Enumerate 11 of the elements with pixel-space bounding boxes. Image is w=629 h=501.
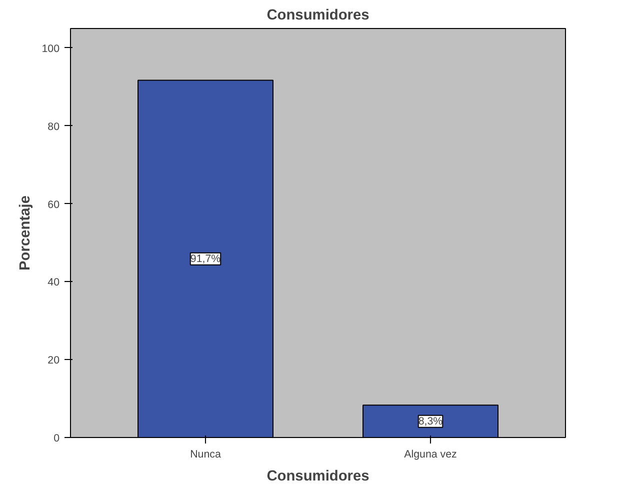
y-tick-label: 40	[48, 276, 60, 289]
y-tick-label: 60	[48, 198, 60, 211]
x-tick-label: Nunca	[190, 448, 221, 460]
y-axis-title: Porcentaje	[18, 196, 34, 270]
y-tick-label: 20	[48, 354, 60, 367]
chart-title: Consumidores	[266, 8, 370, 24]
y-tick-label: 0	[54, 432, 60, 444]
y-tick-label: 80	[48, 120, 60, 133]
x-axis-title: Consumidores	[266, 468, 370, 484]
x-tick-label: Alguna vez	[404, 448, 457, 460]
y-tick-label: 100	[42, 42, 60, 55]
